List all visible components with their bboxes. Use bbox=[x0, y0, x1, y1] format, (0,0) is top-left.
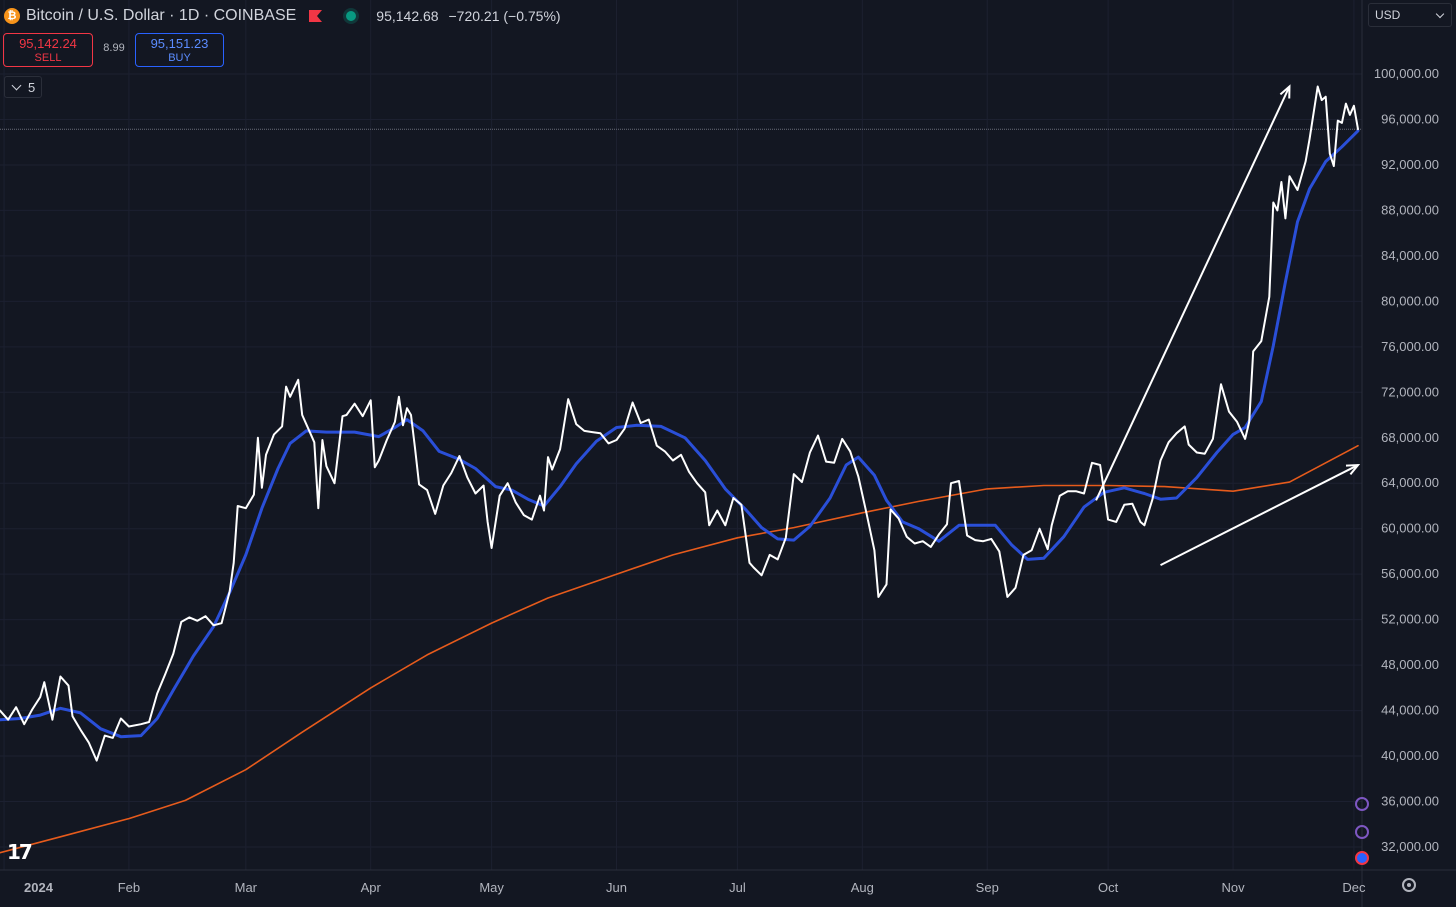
sell-label: SELL bbox=[34, 52, 62, 64]
chevron-down-icon bbox=[1435, 9, 1445, 19]
x-tick-label: Oct bbox=[1098, 880, 1119, 895]
y-tick-label: 96,000.00 bbox=[1381, 111, 1439, 126]
indicator-marker-icon[interactable] bbox=[1355, 825, 1369, 839]
trend-arrow[interactable] bbox=[1160, 464, 1359, 566]
event-marker-icon[interactable] bbox=[1355, 851, 1369, 865]
indicators-toggle-button[interactable]: 5 bbox=[4, 76, 43, 98]
gear-icon[interactable] bbox=[1402, 878, 1416, 892]
y-tick-label: 60,000.00 bbox=[1381, 521, 1439, 536]
x-tick-label: Sep bbox=[976, 880, 999, 895]
price-change: −720.21 (−0.75%) bbox=[448, 8, 561, 24]
y-tick-label: 40,000.00 bbox=[1381, 748, 1439, 763]
trend-arrow[interactable] bbox=[1095, 86, 1291, 501]
trend-arrow-head bbox=[1345, 463, 1361, 475]
buy-button[interactable]: 95,151.23 BUY bbox=[135, 33, 224, 67]
y-tick-label: 44,000.00 bbox=[1381, 703, 1439, 718]
y-tick-label: 52,000.00 bbox=[1381, 612, 1439, 627]
y-tick-label: 84,000.00 bbox=[1381, 248, 1439, 263]
quote-values: 95,142.68 −720.21 (−0.75%) bbox=[376, 8, 560, 24]
indicators-count: 5 bbox=[28, 79, 36, 95]
currency-select[interactable]: USD bbox=[1368, 3, 1452, 27]
x-tick-label: May bbox=[479, 880, 504, 895]
market-open-status-icon bbox=[346, 11, 357, 21]
tradingview-logo-icon[interactable]: 17 bbox=[7, 840, 33, 864]
spread-value: 8.99 bbox=[103, 42, 125, 54]
x-tick-label: Apr bbox=[361, 880, 382, 895]
bitcoin-icon: ₿ bbox=[4, 8, 20, 24]
y-axis[interactable]: 32,000.00 36,000.00 40,000.00 44,000.00 48,0… bbox=[1374, 66, 1439, 854]
symbol-title[interactable]: Bitcoin / U.S. Dollar · 1D · COINBASE bbox=[26, 7, 297, 24]
x-tick-label: Jun bbox=[606, 880, 627, 895]
x-tick-label: Mar bbox=[235, 880, 258, 895]
moving-average-short-line bbox=[0, 129, 1360, 739]
y-tick-label: 76,000.00 bbox=[1381, 339, 1439, 354]
y-tick-label: 72,000.00 bbox=[1381, 384, 1439, 399]
y-tick-label: 56,000.00 bbox=[1381, 566, 1439, 581]
x-axis[interactable]: 2024 Feb Mar Apr May Jun Jul Aug Sep Oct Nov Dec bbox=[24, 880, 1366, 895]
y-tick-label: 64,000.00 bbox=[1381, 475, 1439, 490]
symbol-header[interactable]: ₿ Bitcoin / U.S. Dollar · 1D · COINBASE … bbox=[4, 4, 561, 28]
y-tick-label: 100,000.00 bbox=[1374, 66, 1439, 81]
y-tick-label: 92,000.00 bbox=[1381, 157, 1439, 172]
trend-arrow-head bbox=[1279, 84, 1291, 99]
x-tick-label: Feb bbox=[118, 880, 140, 895]
y-tick-label: 88,000.00 bbox=[1381, 202, 1439, 217]
flag-icon[interactable] bbox=[308, 9, 323, 23]
x-tick-label: Jul bbox=[729, 880, 746, 895]
x-tick-label: Dec bbox=[1342, 880, 1366, 895]
moving-average-long-line bbox=[0, 444, 1359, 854]
sell-price: 95,142.24 bbox=[19, 36, 77, 51]
last-price: 95,142.68 bbox=[376, 8, 439, 24]
y-tick-label: 32,000.00 bbox=[1381, 839, 1439, 854]
series-group bbox=[0, 85, 1360, 854]
currency-value: USD bbox=[1375, 8, 1401, 22]
buy-price: 95,151.23 bbox=[150, 36, 209, 51]
y-tick-label: 48,000.00 bbox=[1381, 657, 1439, 672]
x-tick-label: Aug bbox=[851, 880, 874, 895]
annotations bbox=[1095, 84, 1361, 566]
price-line bbox=[0, 85, 1359, 762]
sell-button[interactable]: 95,142.24 SELL bbox=[3, 33, 93, 67]
buy-label: BUY bbox=[168, 52, 191, 64]
y-tick-label: 68,000.00 bbox=[1381, 430, 1439, 445]
x-tick-label: 2024 bbox=[24, 880, 54, 895]
y-tick-label: 80,000.00 bbox=[1381, 293, 1439, 308]
chevron-down-icon bbox=[11, 80, 22, 91]
y-tick-label: 36,000.00 bbox=[1381, 794, 1439, 809]
x-tick-label: Nov bbox=[1221, 880, 1245, 895]
indicator-marker-icon[interactable] bbox=[1355, 797, 1369, 811]
